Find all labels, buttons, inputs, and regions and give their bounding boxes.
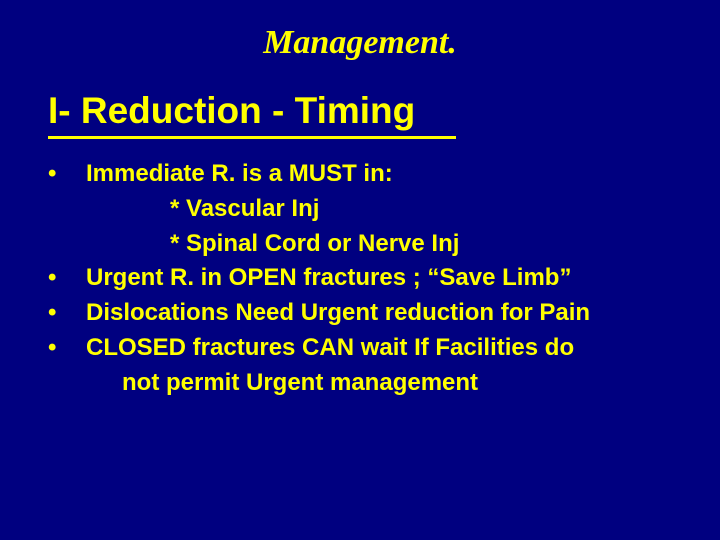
- bullet-item: • CLOSED fractures CAN wait If Facilitie…: [48, 331, 680, 366]
- slide-content: • Immediate R. is a MUST in: * Vascular …: [0, 157, 720, 401]
- bullet-item: • Dislocations Need Urgent reduction for…: [48, 296, 680, 331]
- bullet-text: CLOSED fractures CAN wait If Facilities …: [86, 331, 680, 366]
- bullet-item: • Immediate R. is a MUST in:: [48, 157, 680, 192]
- bullet-item-indent: * Spinal Cord or Nerve Inj: [48, 227, 680, 262]
- slide-title: Management.: [0, 0, 720, 90]
- bullet-text: Immediate R. is a MUST in:: [86, 157, 680, 192]
- slide-subtitle: I- Reduction - Timing: [0, 90, 720, 136]
- bullet-marker: •: [48, 296, 86, 331]
- bullet-marker: •: [48, 261, 86, 296]
- bullet-item: • Urgent R. in OPEN fractures ; “Save Li…: [48, 261, 680, 296]
- bullet-marker: •: [48, 331, 86, 366]
- bullet-text: Urgent R. in OPEN fractures ; “Save Limb…: [86, 261, 680, 296]
- bullet-text: Dislocations Need Urgent reduction for P…: [86, 296, 680, 331]
- bullet-marker: •: [48, 157, 86, 192]
- bullet-item-indent: * Vascular Inj: [48, 192, 680, 227]
- subtitle-underline: [48, 136, 456, 139]
- bullet-continuation: not permit Urgent management: [48, 366, 680, 401]
